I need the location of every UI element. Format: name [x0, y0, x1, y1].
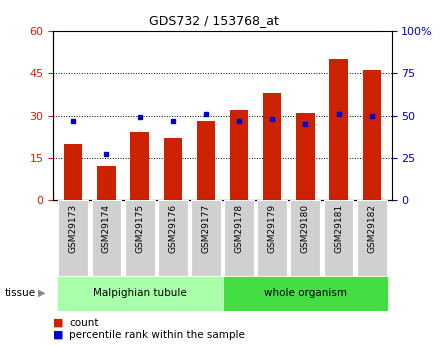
Text: ▶: ▶: [38, 288, 45, 298]
Text: GSM29182: GSM29182: [367, 204, 376, 253]
FancyBboxPatch shape: [222, 276, 388, 310]
Text: percentile rank within the sample: percentile rank within the sample: [69, 330, 245, 339]
Bar: [296, 113, 315, 200]
Bar: [263, 93, 281, 200]
Text: GSM29179: GSM29179: [268, 204, 277, 253]
FancyBboxPatch shape: [92, 200, 121, 276]
Text: GSM29180: GSM29180: [301, 204, 310, 253]
Text: GDS732 / 153768_at: GDS732 / 153768_at: [149, 14, 279, 27]
Bar: [64, 144, 82, 200]
Bar: [197, 121, 215, 200]
FancyBboxPatch shape: [357, 200, 387, 276]
Text: GSM29175: GSM29175: [135, 204, 144, 253]
Bar: [329, 59, 348, 200]
Text: Malpighian tubule: Malpighian tubule: [93, 288, 186, 298]
Bar: [97, 166, 116, 200]
Bar: [363, 70, 381, 200]
Text: GSM29178: GSM29178: [235, 204, 243, 253]
FancyBboxPatch shape: [224, 200, 254, 276]
FancyBboxPatch shape: [324, 200, 353, 276]
FancyBboxPatch shape: [158, 200, 188, 276]
FancyBboxPatch shape: [57, 276, 222, 310]
FancyBboxPatch shape: [191, 200, 221, 276]
Text: tissue: tissue: [4, 288, 36, 298]
FancyBboxPatch shape: [58, 200, 88, 276]
Bar: [230, 110, 248, 200]
Bar: [164, 138, 182, 200]
Text: whole organism: whole organism: [264, 288, 347, 298]
Text: GSM29174: GSM29174: [102, 204, 111, 253]
Text: GSM29173: GSM29173: [69, 204, 78, 253]
Text: ■: ■: [53, 318, 64, 327]
FancyBboxPatch shape: [125, 200, 154, 276]
Bar: [130, 132, 149, 200]
Text: GSM29177: GSM29177: [202, 204, 210, 253]
FancyBboxPatch shape: [291, 200, 320, 276]
Text: ■: ■: [53, 330, 64, 339]
Text: count: count: [69, 318, 98, 327]
Text: GSM29176: GSM29176: [168, 204, 177, 253]
FancyBboxPatch shape: [257, 200, 287, 276]
Text: GSM29181: GSM29181: [334, 204, 343, 253]
